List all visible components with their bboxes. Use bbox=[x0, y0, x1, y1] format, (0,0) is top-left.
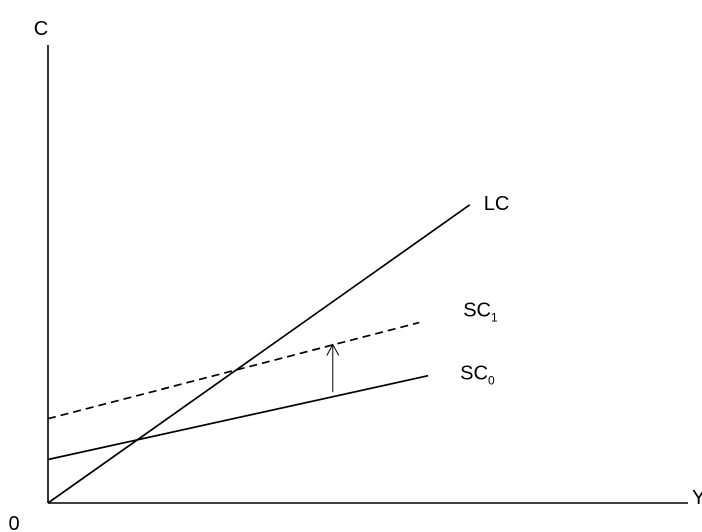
series-label-sc0: SC0 bbox=[460, 363, 495, 388]
shift-arrow-head bbox=[326, 343, 340, 356]
series-line-sc0 bbox=[47, 374, 429, 461]
shift-arrow bbox=[326, 343, 340, 393]
series-line-sc1 bbox=[47, 321, 420, 420]
series-label-sc1: SC1 bbox=[463, 300, 498, 325]
series-label-lc: LC bbox=[484, 193, 510, 215]
origin-label: 0 bbox=[8, 513, 19, 532]
x-axis-label: Y bbox=[692, 487, 702, 509]
series-line-lc bbox=[47, 204, 471, 504]
y-axis-label: C bbox=[34, 18, 48, 40]
